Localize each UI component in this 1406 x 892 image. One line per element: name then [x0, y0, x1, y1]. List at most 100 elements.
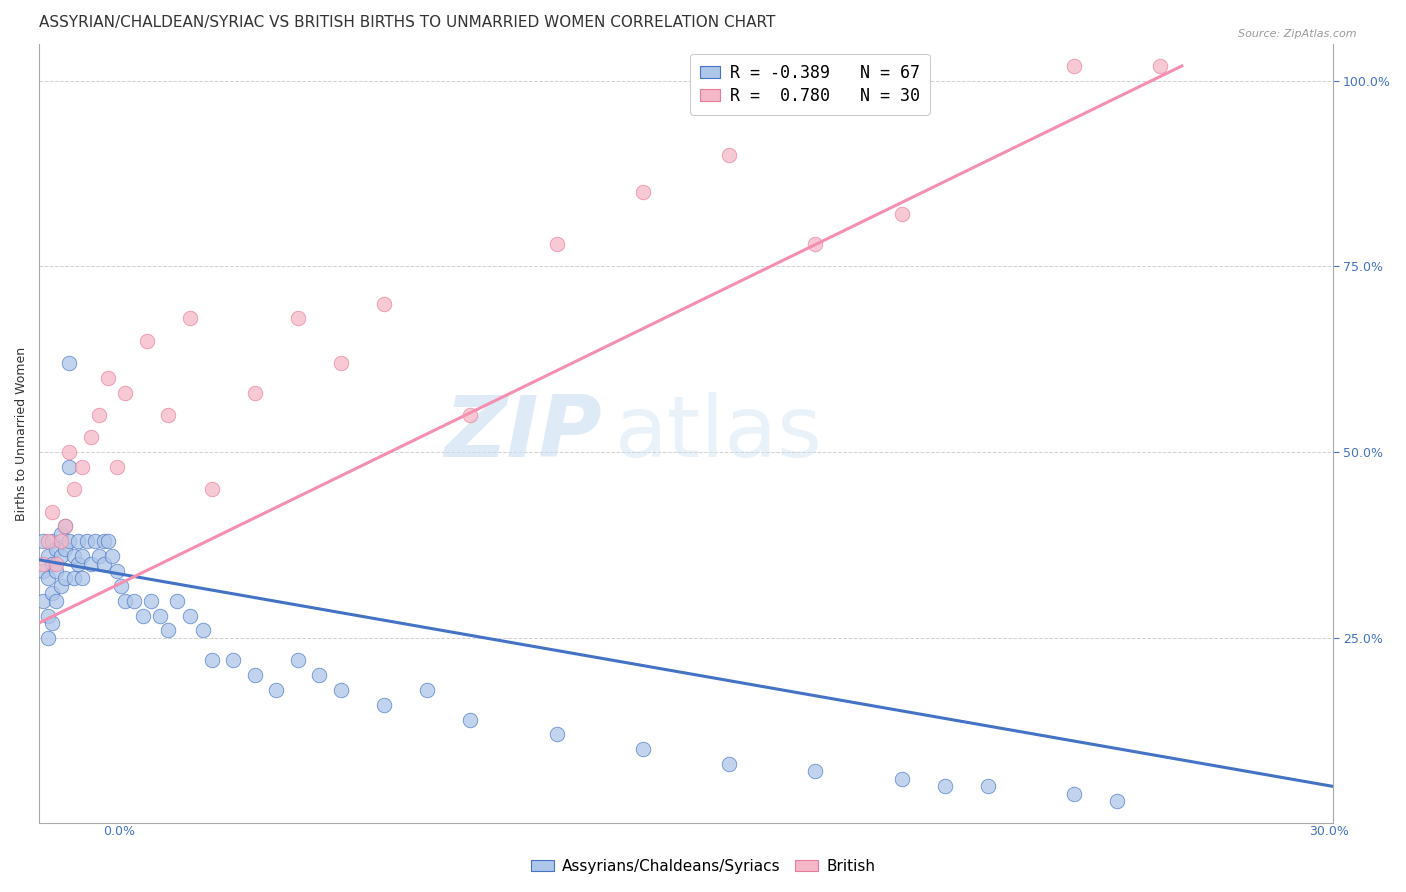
- Point: [179, 311, 201, 326]
- Point: [62, 571, 84, 585]
- Point: [80, 557, 103, 571]
- Point: [122, 593, 145, 607]
- Point: [1063, 59, 1085, 73]
- Point: [89, 408, 111, 422]
- Point: [37, 631, 59, 645]
- Point: [460, 408, 482, 422]
- Point: [93, 557, 115, 571]
- Point: [58, 356, 80, 370]
- Point: [41, 534, 63, 549]
- Point: [41, 586, 63, 600]
- Point: [45, 541, 67, 556]
- Point: [70, 571, 93, 585]
- Point: [222, 653, 245, 667]
- Point: [141, 593, 163, 607]
- Text: 30.0%: 30.0%: [1309, 825, 1348, 838]
- Point: [243, 668, 266, 682]
- Point: [114, 385, 136, 400]
- Point: [66, 534, 89, 549]
- Point: [62, 549, 84, 563]
- Point: [53, 571, 76, 585]
- Point: [200, 483, 222, 497]
- Point: [45, 593, 67, 607]
- Point: [373, 698, 395, 712]
- Point: [890, 207, 912, 221]
- Point: [49, 549, 72, 563]
- Point: [131, 608, 153, 623]
- Point: [416, 682, 439, 697]
- Point: [287, 653, 309, 667]
- Legend: Assyrians/Chaldeans/Syriacs, British: Assyrians/Chaldeans/Syriacs, British: [524, 853, 882, 880]
- Text: atlas: atlas: [614, 392, 823, 475]
- Point: [41, 557, 63, 571]
- Point: [1107, 794, 1129, 808]
- Legend: R = -0.389   N = 67, R =  0.780   N = 30: R = -0.389 N = 67, R = 0.780 N = 30: [690, 54, 929, 114]
- Point: [718, 757, 741, 772]
- Text: 0.0%: 0.0%: [104, 825, 135, 838]
- Point: [53, 519, 76, 533]
- Point: [84, 534, 107, 549]
- Text: Source: ZipAtlas.com: Source: ZipAtlas.com: [1239, 29, 1357, 39]
- Point: [373, 296, 395, 310]
- Point: [191, 624, 214, 638]
- Point: [329, 356, 352, 370]
- Text: ASSYRIAN/CHALDEAN/SYRIAC VS BRITISH BIRTHS TO UNMARRIED WOMEN CORRELATION CHART: ASSYRIAN/CHALDEAN/SYRIAC VS BRITISH BIRT…: [39, 15, 776, 30]
- Point: [934, 780, 956, 794]
- Point: [101, 549, 124, 563]
- Point: [32, 593, 55, 607]
- Point: [105, 564, 128, 578]
- Point: [32, 564, 55, 578]
- Point: [890, 772, 912, 786]
- Point: [53, 541, 76, 556]
- Point: [546, 727, 568, 741]
- Point: [804, 764, 827, 779]
- Point: [45, 557, 67, 571]
- Point: [1063, 787, 1085, 801]
- Point: [97, 371, 120, 385]
- Point: [157, 408, 180, 422]
- Point: [32, 534, 55, 549]
- Point: [110, 579, 132, 593]
- Point: [89, 549, 111, 563]
- Point: [37, 608, 59, 623]
- Point: [977, 780, 1000, 794]
- Point: [308, 668, 330, 682]
- Point: [37, 549, 59, 563]
- Text: ZIP: ZIP: [444, 392, 602, 475]
- Point: [49, 534, 72, 549]
- Point: [105, 460, 128, 475]
- Point: [70, 460, 93, 475]
- Point: [49, 579, 72, 593]
- Point: [114, 593, 136, 607]
- Point: [157, 624, 180, 638]
- Point: [264, 682, 287, 697]
- Point: [135, 334, 157, 348]
- Point: [179, 608, 201, 623]
- Point: [32, 557, 55, 571]
- Y-axis label: Births to Unmarried Women: Births to Unmarried Women: [15, 346, 28, 521]
- Point: [718, 148, 741, 162]
- Point: [76, 534, 98, 549]
- Point: [45, 564, 67, 578]
- Point: [37, 571, 59, 585]
- Point: [53, 519, 76, 533]
- Point: [80, 430, 103, 444]
- Point: [62, 483, 84, 497]
- Point: [58, 460, 80, 475]
- Point: [41, 615, 63, 630]
- Point: [166, 593, 188, 607]
- Point: [329, 682, 352, 697]
- Point: [149, 608, 172, 623]
- Point: [66, 557, 89, 571]
- Point: [804, 237, 827, 252]
- Point: [460, 713, 482, 727]
- Point: [1149, 59, 1171, 73]
- Point: [631, 185, 654, 199]
- Point: [70, 549, 93, 563]
- Point: [631, 742, 654, 756]
- Point: [49, 526, 72, 541]
- Point: [287, 311, 309, 326]
- Point: [97, 534, 120, 549]
- Point: [41, 504, 63, 518]
- Point: [93, 534, 115, 549]
